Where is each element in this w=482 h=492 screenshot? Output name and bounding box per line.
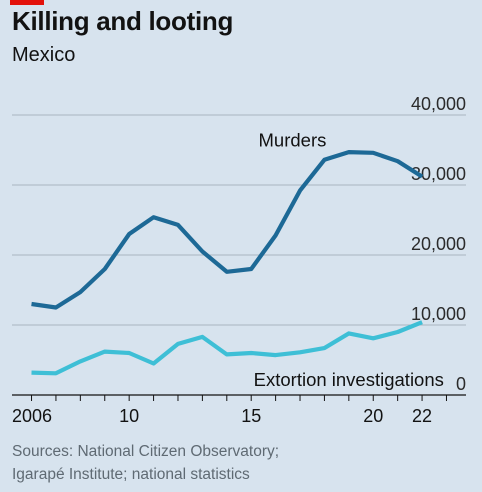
y-axis-labels: 0 10,000 20,000 30,000 40,000 <box>411 94 466 394</box>
source-line-2: Igarapé Institute; national statistics <box>12 466 250 483</box>
y-tick-label: 40,000 <box>411 94 466 114</box>
x-tick-label: 10 <box>119 406 139 426</box>
line-chart: 0 10,000 20,000 30,000 40,000 2006 10 15 20 22 M… <box>12 94 466 426</box>
x-tick-label: 22 <box>412 406 432 426</box>
x-tick-label: 20 <box>363 406 383 426</box>
y-tick-label: 0 <box>456 374 466 394</box>
chart-title: Killing and looting <box>12 6 234 36</box>
series-label: Extortion investigations <box>254 369 444 390</box>
series-label: Murders <box>259 130 327 151</box>
x-tick-label: 15 <box>241 406 261 426</box>
series-labels: Murders Extortion investigations <box>254 130 444 390</box>
series-line <box>31 150 424 310</box>
y-tick-label: 30,000 <box>411 164 466 184</box>
series-lines <box>31 150 424 376</box>
source-note: Sources: National Citizen Observatory; I… <box>12 440 279 486</box>
x-tick-label: 2006 <box>12 406 52 426</box>
source-line-1: Sources: National Citizen Observatory; <box>12 443 280 460</box>
gridlines <box>12 114 466 326</box>
series-line <box>31 320 423 376</box>
x-axis: 2006 10 15 20 22 <box>12 394 466 426</box>
y-tick-label: 10,000 <box>411 304 466 324</box>
y-tick-label: 20,000 <box>411 234 466 254</box>
chart-subtitle: Mexico <box>12 44 76 66</box>
brand-tag <box>10 0 44 5</box>
